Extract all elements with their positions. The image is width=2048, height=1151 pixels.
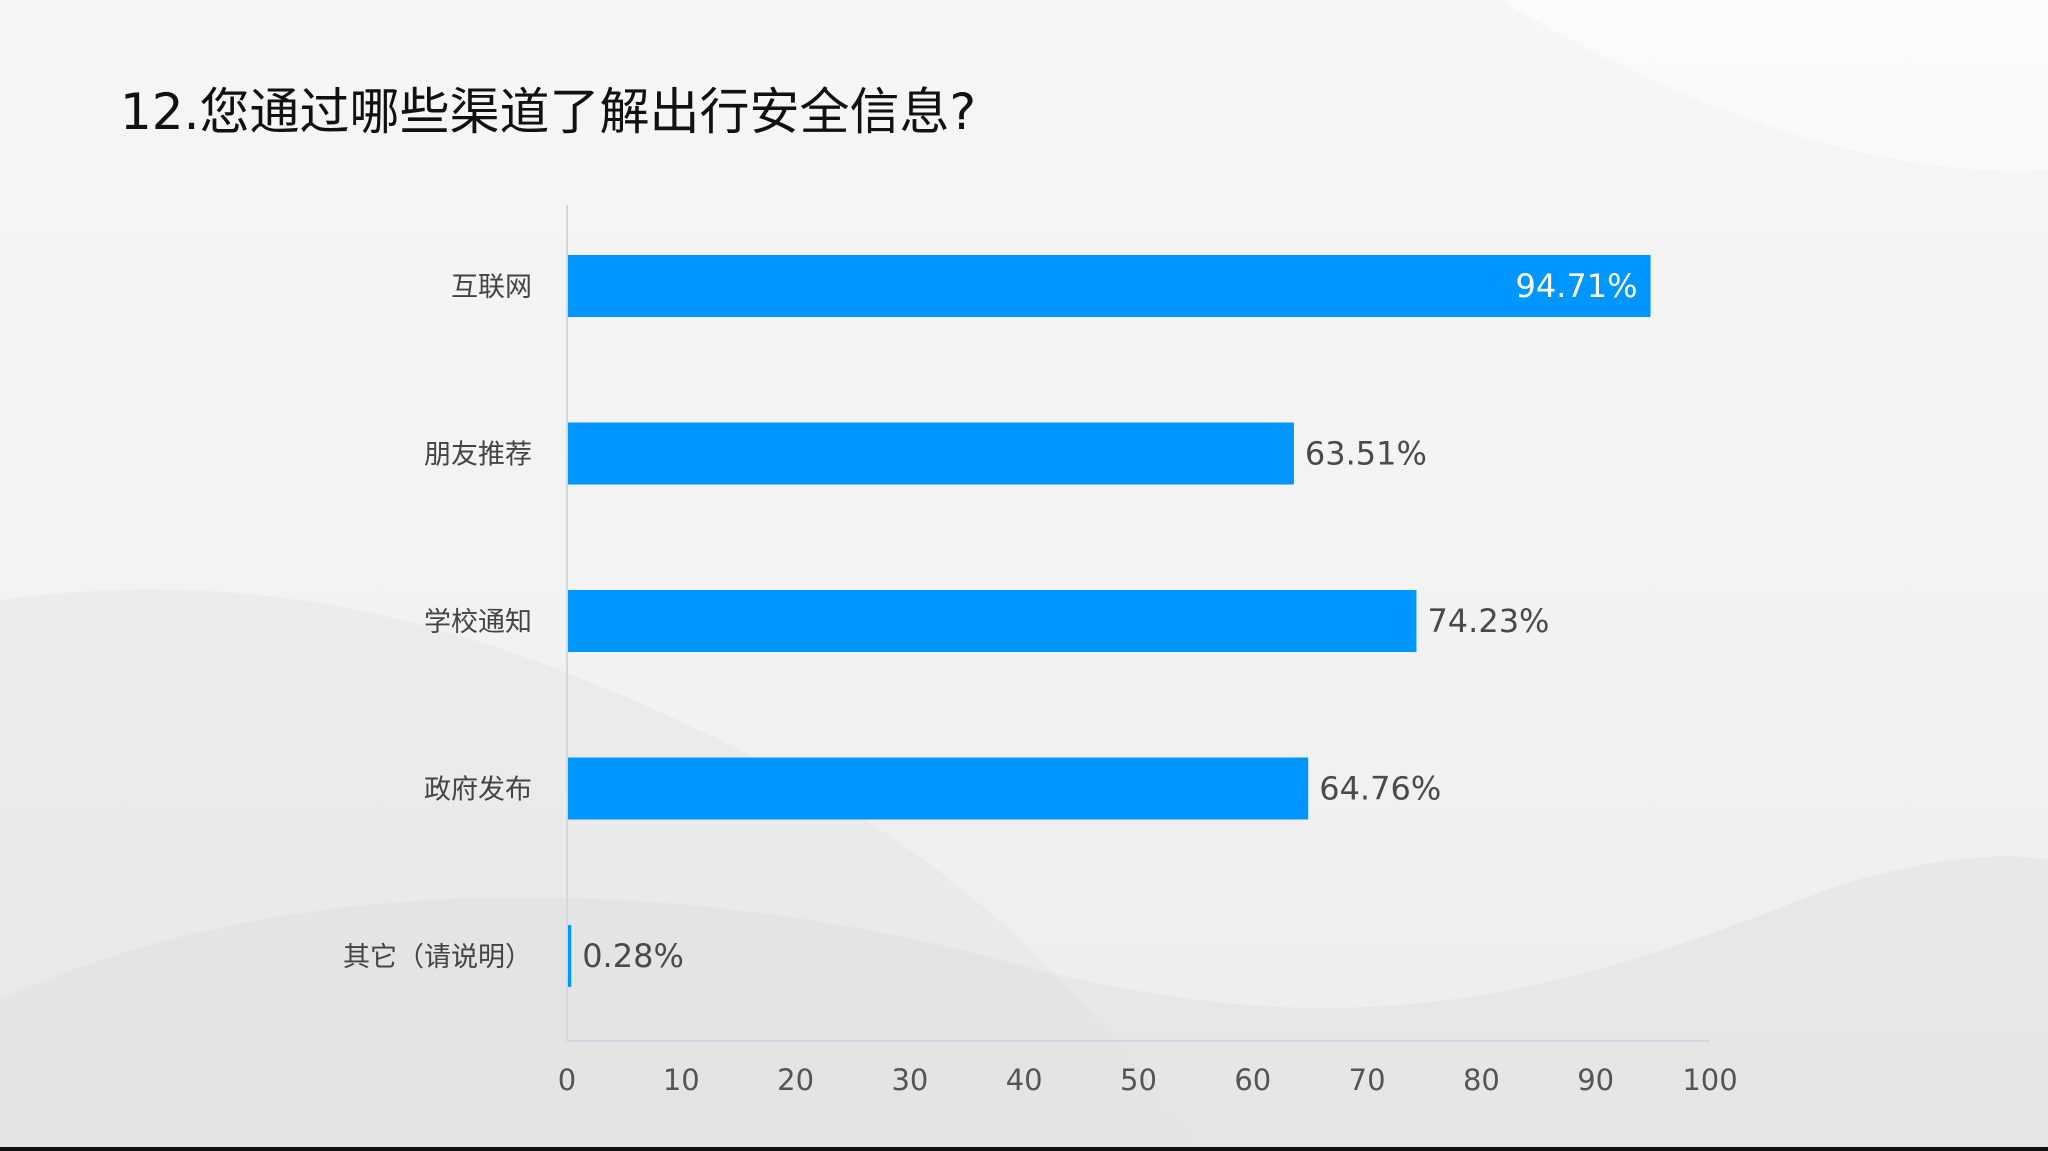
x-tick-label: 90 xyxy=(1577,1063,1614,1097)
category-label: 其它（请说明） xyxy=(343,942,532,973)
data-label: 0.28% xyxy=(582,937,684,975)
bar xyxy=(568,590,1417,652)
bar xyxy=(568,757,1309,820)
x-tick-label: 50 xyxy=(1120,1063,1157,1097)
x-tick-label: 40 xyxy=(1006,1063,1043,1097)
x-tick-label: 80 xyxy=(1463,1063,1500,1097)
x-tick-label: 100 xyxy=(1682,1063,1737,1097)
chart-axes xyxy=(566,205,1710,1042)
data-label: 64.76% xyxy=(1319,770,1441,808)
category-label: 朋友推荐 xyxy=(424,440,532,471)
category-label: 互联网 xyxy=(451,272,532,303)
x-axis-tick-labels: 0 10 20 30 40 50 60 70 80 90 100 xyxy=(558,1063,1738,1097)
category-label: 政府发布 xyxy=(424,775,532,806)
bar xyxy=(568,422,1294,485)
value-labels: 94.71% 63.51% 74.23% 64.76% 0.28% xyxy=(582,267,1637,975)
x-tick-label: 0 xyxy=(558,1063,576,1097)
x-tick-label: 20 xyxy=(777,1063,814,1097)
x-tick-label: 30 xyxy=(891,1063,928,1097)
chart-bars xyxy=(568,255,1651,987)
data-label: 63.51% xyxy=(1305,435,1427,473)
bar xyxy=(568,255,1651,317)
bar xyxy=(568,925,572,987)
x-tick-label: 10 xyxy=(663,1063,700,1097)
data-label: 94.71% xyxy=(1516,267,1638,305)
bottom-border xyxy=(0,1147,2048,1151)
category-label: 学校通知 xyxy=(424,607,532,638)
x-tick-label: 70 xyxy=(1349,1063,1386,1097)
data-label: 74.23% xyxy=(1427,602,1549,640)
x-tick-label: 60 xyxy=(1234,1063,1271,1097)
slide-title: 12.您通过哪些渠道了解出行安全信息? xyxy=(120,83,977,141)
